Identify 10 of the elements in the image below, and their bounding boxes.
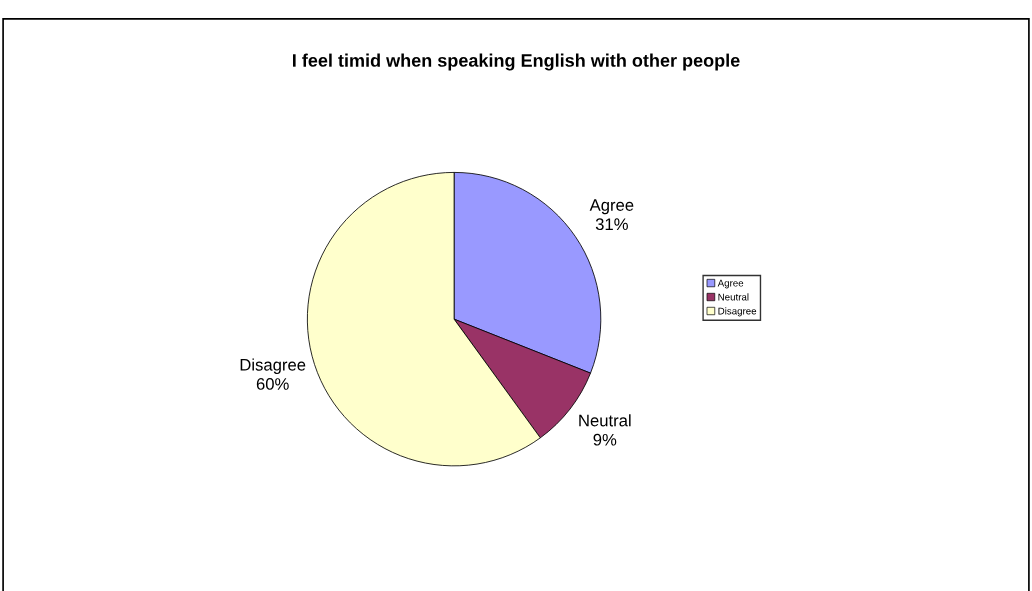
- legend-label: Disagree: [718, 307, 757, 317]
- slice-label: Neutral: [579, 414, 631, 427]
- legend-label: Agree: [717, 279, 744, 289]
- data-label: 60%: [256, 378, 289, 390]
- slice-label: Disagree: [240, 358, 306, 375]
- data-label: 31%: [595, 218, 628, 231]
- chart-title: I feel timid when speaking English with other people: [293, 53, 740, 71]
- data-label: 9%: [593, 433, 617, 446]
- slice-label: Agree: [589, 199, 634, 215]
- legend-label: Neutral: [718, 293, 749, 301]
